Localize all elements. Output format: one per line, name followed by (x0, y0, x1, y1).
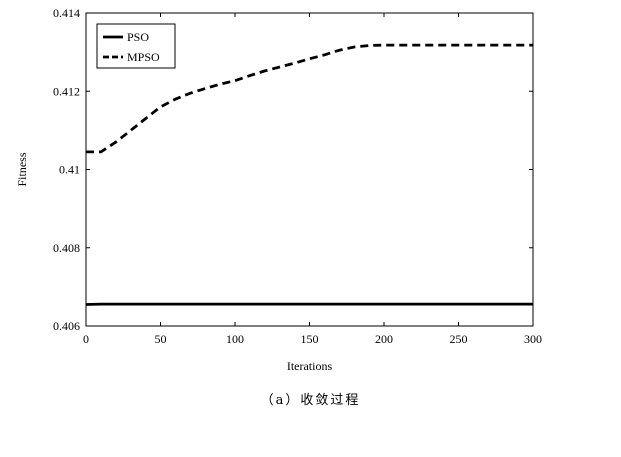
y-axis: 0.406 0.408 0.41 0.412 0.414 (53, 6, 533, 333)
y-tick-label: 0.41 (59, 163, 80, 177)
y-tick-label: 0.414 (53, 6, 80, 20)
y-tick-label: 0.412 (53, 84, 80, 98)
series-line-mpso (86, 43, 533, 154)
line-chart: 0 50 100 150 200 250 300 0.4060.4080.410.4120.… (15, 6, 542, 373)
legend: PSO MPSO (96, 23, 176, 69)
x-tick-label: 50 (155, 332, 167, 346)
y-tick-label: 0.406 (53, 319, 80, 333)
figure-caption: （a）收敛过程 (260, 393, 361, 408)
x-axis: 0 50 100 150 200 250 300 (83, 13, 542, 346)
y-tick-label: 0.408 (53, 241, 80, 255)
x-tick-label: 200 (375, 332, 393, 346)
x-tick-label: 0 (83, 332, 89, 346)
y-axis-label: Fitness (15, 152, 29, 186)
x-axis-label: Iterations (287, 359, 333, 373)
x-tick-label: 300 (524, 332, 542, 346)
legend-label-mpso: MPSO (127, 50, 160, 64)
x-tick-label: 100 (226, 332, 244, 346)
x-tick-label: 150 (301, 332, 319, 346)
series-layer (85, 43, 533, 306)
legend-label-pso: PSO (127, 30, 149, 44)
legend-box (96, 23, 176, 69)
x-tick-label: 250 (450, 332, 468, 346)
